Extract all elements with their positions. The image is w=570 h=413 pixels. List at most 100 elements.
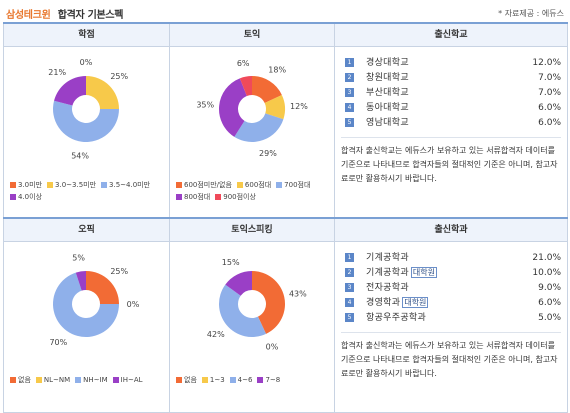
slice-label: 70% — [49, 338, 67, 347]
legend-item: 800점대 — [176, 191, 210, 203]
legend-item: 3.5~4.0미만 — [101, 179, 150, 191]
pie-slice — [239, 76, 252, 96]
legend-item: 없음 — [176, 374, 197, 386]
chart-legend: 3.0미만 3.0~3.5미만 3.5~4.0미만 4.0이상 — [10, 179, 166, 203]
slice-label: 0% — [127, 300, 140, 309]
majors-name: 기계공학과 — [366, 253, 409, 263]
donut-chart: 25% 0% 70% 5% — [49, 254, 140, 347]
majors-row: 3 전자공학과 9.0% — [345, 282, 561, 297]
donut-chart: 0% 25% 54% 21% — [48, 58, 128, 161]
pie-slice — [86, 271, 119, 304]
grad-school-tag: 대학원 — [402, 297, 429, 308]
legend-label: 3.5~4.0미만 — [109, 181, 151, 189]
legend-item: 700점대 — [276, 179, 310, 191]
pie-slice — [264, 94, 285, 120]
majors-percent: 9.0% — [538, 283, 561, 293]
legend-swatch — [75, 377, 82, 383]
slice-label: 54% — [71, 152, 89, 161]
schools-percent: 12.0% — [532, 58, 561, 68]
donut-chart: 43% 0% 42% 15% — [207, 258, 307, 352]
spec-table: 학점 토익 출신학교 0% 25% 54% 21% 3.0미만 3.0~3.5미만 3.5~… — [3, 22, 568, 413]
majors-percent: 5.0% — [538, 313, 561, 323]
legend-swatch — [215, 194, 222, 200]
legend-item: 없음 — [10, 374, 31, 386]
legend-label: 4~6 — [237, 376, 253, 384]
majors-name: 전자공학과 — [366, 283, 409, 293]
slice-label: 25% — [110, 267, 128, 276]
header-speaking: 토익스피킹 — [169, 217, 335, 242]
legend-item: 900점이상 — [215, 191, 256, 203]
legend-swatch — [10, 377, 16, 383]
legend-item: NL~NM — [35, 374, 71, 386]
pie-slice — [52, 272, 120, 337]
brand-name[interactable]: 삼성테크윈 — [6, 10, 51, 21]
chart-legend: 없음 1~3 4~6 7~8 — [176, 374, 332, 386]
grad-school-tag: 대학원 — [410, 267, 437, 278]
page-title: 삼성테크윈 합격자 기본스펙 — [6, 6, 123, 21]
header-opic: 오픽 — [3, 217, 170, 242]
slice-label: 5% — [72, 254, 85, 263]
legend-item: IH~AL — [112, 374, 143, 386]
schools-percent: 6.0% — [538, 118, 561, 128]
schools-row: 3 부산대학교 7.0% — [345, 87, 561, 102]
pie-slice — [234, 113, 284, 142]
schools-name: 부산대학교 — [366, 88, 409, 98]
major-list: 1 기계공학과 21.0% 2 기계공학과 대학원 10.0% 3 전자공학과 9.0% 4 경영학과… — [335, 242, 567, 331]
source-credit: * 자료제공 : 에듀스 — [498, 9, 564, 18]
legend-swatch — [112, 377, 119, 383]
slice-label: 35% — [196, 101, 214, 110]
legend-swatch — [236, 182, 243, 188]
majors-name: 기계공학과 — [366, 268, 409, 278]
rank-badge: 3 — [345, 88, 354, 97]
legend-swatch — [10, 194, 16, 200]
rank-badge: 4 — [345, 103, 354, 112]
title-text: 합격자 기본스펙 — [57, 10, 124, 21]
legend-label: 600점미만/없음 — [184, 181, 232, 189]
legend-item: 600점대 — [236, 179, 272, 191]
header-toeic: 토익 — [169, 22, 335, 47]
school-panel: 1 경상대학교 12.0% 2 창원대학교 7.0% 3 부산대학교 7.0% 4 동아대학교 6.0… — [335, 47, 567, 217]
schools-row: 2 창원대학교 7.0% — [345, 72, 561, 87]
legend-item: 600점미만/없음 — [176, 179, 232, 191]
legend-label: 3.0미만 — [18, 181, 43, 189]
schools-percent: 7.0% — [538, 73, 561, 83]
chart-legend: 600점미만/없음 600점대 700점대 800점대 900점이상 — [176, 179, 332, 203]
legend-label: 700점대 — [284, 181, 311, 189]
legend-item: 3.0~3.5미만 — [47, 179, 96, 191]
schools-row: 4 동아대학교 6.0% — [345, 102, 561, 117]
legend-label: 3.0~3.5미만 — [55, 181, 97, 189]
slice-label: 12% — [290, 102, 308, 111]
header-gpa: 학점 — [3, 22, 170, 47]
donut-chart: 18% 12% 29% 35% 6% — [196, 59, 308, 158]
legend-item: 4~6 — [229, 374, 253, 386]
schools-name: 창원대학교 — [366, 73, 409, 83]
legend-label: NL~NM — [43, 376, 71, 384]
slice-label: 0% — [266, 343, 279, 352]
majors-percent: 6.0% — [538, 298, 561, 308]
legend-item: 7~8 — [257, 374, 280, 386]
majors-row: 4 경영학과 대학원 6.0% — [345, 297, 561, 312]
school-note: 합격자 출신학교는 에듀스가 보유하고 있는 서류합격자 데이터를 기준으로 나… — [341, 137, 561, 186]
slice-label: 43% — [289, 290, 307, 299]
legend-label: 900점이상 — [223, 193, 256, 201]
majors-row: 2 기계공학과 대학원 10.0% — [345, 267, 561, 282]
legend-label: 7~8 — [265, 376, 281, 384]
pie-slice — [225, 271, 252, 296]
pie-slice — [252, 271, 285, 334]
schools-name: 경상대학교 — [366, 58, 409, 68]
majors-name: 경영학과 — [366, 298, 401, 308]
majors-row: 5 항공우주공학과 5.0% — [345, 312, 561, 327]
schools-row: 5 영남대학교 6.0% — [345, 117, 561, 132]
legend-swatch — [176, 194, 182, 200]
schools-name: 영남대학교 — [366, 118, 409, 128]
schools-row: 1 경상대학교 12.0% — [345, 57, 561, 72]
pie-slice — [75, 271, 86, 291]
rank-badge: 2 — [345, 73, 354, 82]
schools-name: 동아대학교 — [366, 103, 409, 113]
legend-label: 800점대 — [184, 193, 211, 201]
pie-slice — [54, 76, 86, 106]
legend-label: 600점대 — [244, 181, 272, 189]
slice-label: 29% — [259, 149, 277, 158]
schools-percent: 6.0% — [538, 103, 561, 113]
majors-percent: 21.0% — [532, 253, 561, 263]
